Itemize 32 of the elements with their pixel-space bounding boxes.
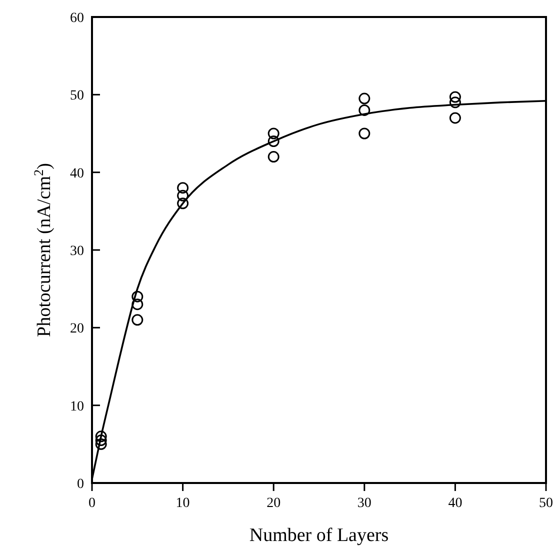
y-tick-label: 10 bbox=[70, 399, 84, 414]
y-tick-label: 60 bbox=[70, 11, 84, 26]
y-tick-label: 40 bbox=[70, 166, 84, 182]
point bbox=[358, 104, 370, 116]
x-tick-label: 50 bbox=[539, 496, 553, 511]
point bbox=[177, 190, 189, 202]
y-tick-label: 20 bbox=[70, 322, 84, 337]
point bbox=[268, 151, 280, 163]
point bbox=[132, 290, 144, 302]
x-tick-label: 40 bbox=[448, 496, 462, 511]
x-tick-label: 10 bbox=[176, 496, 190, 511]
point bbox=[132, 298, 144, 310]
point bbox=[268, 128, 280, 140]
y-tick-label: 0 bbox=[77, 477, 84, 492]
point bbox=[449, 91, 461, 103]
point bbox=[177, 182, 189, 194]
x-tick-label: 20 bbox=[266, 496, 281, 511]
point bbox=[95, 430, 107, 442]
x-axis-title: Number of Layers bbox=[249, 525, 389, 546]
point bbox=[449, 112, 461, 124]
point bbox=[132, 314, 144, 326]
x-tick-label: 30 bbox=[357, 496, 372, 511]
point bbox=[95, 438, 107, 450]
point bbox=[358, 92, 370, 104]
y-tick-label: 50 bbox=[70, 88, 84, 104]
point bbox=[268, 136, 280, 148]
point bbox=[177, 198, 189, 210]
x-tick-label: 0 bbox=[88, 496, 96, 511]
point bbox=[95, 434, 107, 446]
y-tick-label: 30 bbox=[70, 244, 84, 259]
point bbox=[358, 128, 370, 140]
point bbox=[449, 96, 461, 108]
